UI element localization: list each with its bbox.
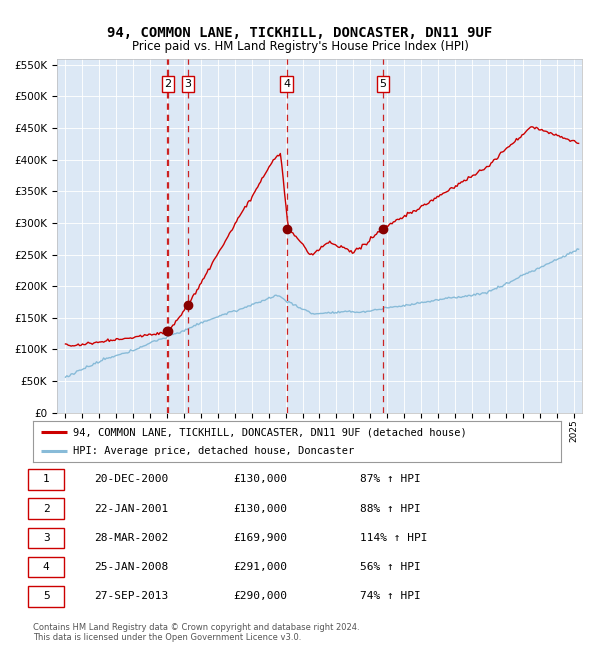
FancyBboxPatch shape — [28, 528, 64, 548]
Text: £169,900: £169,900 — [233, 533, 287, 543]
Text: 27-SEP-2013: 27-SEP-2013 — [94, 592, 168, 601]
Text: 88% ↑ HPI: 88% ↑ HPI — [361, 504, 421, 514]
Text: 94, COMMON LANE, TICKHILL, DONCASTER, DN11 9UF (detached house): 94, COMMON LANE, TICKHILL, DONCASTER, DN… — [73, 427, 466, 437]
Text: 2: 2 — [164, 79, 172, 89]
FancyBboxPatch shape — [28, 557, 64, 577]
Text: £290,000: £290,000 — [233, 592, 287, 601]
Text: Price paid vs. HM Land Registry's House Price Index (HPI): Price paid vs. HM Land Registry's House … — [131, 40, 469, 53]
Text: 2: 2 — [43, 504, 50, 514]
Text: 22-JAN-2001: 22-JAN-2001 — [94, 504, 168, 514]
FancyBboxPatch shape — [28, 499, 64, 519]
Text: 25-JAN-2008: 25-JAN-2008 — [94, 562, 168, 572]
FancyBboxPatch shape — [28, 469, 64, 489]
Text: £291,000: £291,000 — [233, 562, 287, 572]
Text: £130,000: £130,000 — [233, 474, 287, 484]
Text: 87% ↑ HPI: 87% ↑ HPI — [361, 474, 421, 484]
Text: 4: 4 — [283, 79, 290, 89]
Text: HPI: Average price, detached house, Doncaster: HPI: Average price, detached house, Donc… — [73, 446, 354, 456]
Text: 74% ↑ HPI: 74% ↑ HPI — [361, 592, 421, 601]
Text: 94, COMMON LANE, TICKHILL, DONCASTER, DN11 9UF: 94, COMMON LANE, TICKHILL, DONCASTER, DN… — [107, 26, 493, 40]
Text: 3: 3 — [43, 533, 50, 543]
Text: £130,000: £130,000 — [233, 504, 287, 514]
Text: 114% ↑ HPI: 114% ↑ HPI — [361, 533, 428, 543]
Text: 3: 3 — [185, 79, 191, 89]
Text: Contains HM Land Registry data © Crown copyright and database right 2024.
This d: Contains HM Land Registry data © Crown c… — [33, 623, 359, 642]
Text: 20-DEC-2000: 20-DEC-2000 — [94, 474, 168, 484]
Text: 4: 4 — [43, 562, 50, 572]
Text: 1: 1 — [43, 474, 50, 484]
Text: 28-MAR-2002: 28-MAR-2002 — [94, 533, 168, 543]
FancyBboxPatch shape — [28, 586, 64, 606]
Text: 5: 5 — [379, 79, 386, 89]
Text: 5: 5 — [43, 592, 50, 601]
Text: 56% ↑ HPI: 56% ↑ HPI — [361, 562, 421, 572]
